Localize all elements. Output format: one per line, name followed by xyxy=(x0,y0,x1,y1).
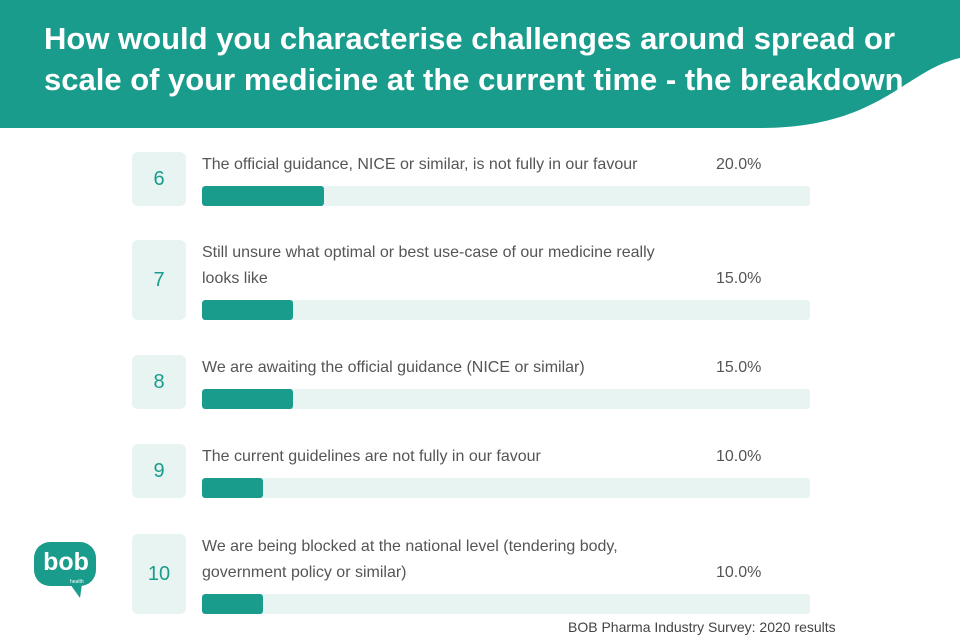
rank-number: 8 xyxy=(153,370,165,393)
value-label: 20.0% xyxy=(716,156,762,173)
bar xyxy=(202,389,294,409)
value-label: 15.0% xyxy=(716,270,762,287)
header-background xyxy=(0,0,960,128)
category-label: We are awaiting the official guidance (N… xyxy=(202,359,585,376)
category-label: The official guidance, NICE or similar, … xyxy=(202,156,638,173)
source-note: BOB Pharma Industry Survey: 2020 results xyxy=(568,619,836,635)
page-title: How would you characterise challenges ar… xyxy=(44,21,904,97)
rank-badge: 9 xyxy=(132,444,186,498)
logo-text: bob xyxy=(43,548,89,576)
bar xyxy=(202,186,324,206)
category-label: Still unsure what optimal or best use-ca… xyxy=(202,244,655,287)
bar-track xyxy=(202,594,810,614)
bar-track xyxy=(202,478,810,498)
rank-number: 6 xyxy=(153,167,165,190)
bar xyxy=(202,300,294,320)
rank-number: 9 xyxy=(153,459,165,482)
bar-track xyxy=(202,186,810,206)
value-label: 15.0% xyxy=(716,359,762,376)
logo-subtext: health xyxy=(70,579,84,585)
value-label: 10.0% xyxy=(716,448,762,465)
rank-badge: 8 xyxy=(132,355,186,409)
category-label: The current guidelines are not fully in … xyxy=(202,448,541,465)
rank-badge: 6 xyxy=(132,152,186,206)
rank-badge: 10 xyxy=(132,534,186,614)
bar-track xyxy=(202,300,810,320)
rank-number: 7 xyxy=(153,268,165,291)
bar-track xyxy=(202,389,810,409)
category-label: We are being blocked at the national lev… xyxy=(202,538,618,581)
bar xyxy=(202,478,263,498)
value-label: 10.0% xyxy=(716,564,762,581)
bar xyxy=(202,594,263,614)
rank-badge: 7 xyxy=(132,240,186,320)
rank-number: 10 xyxy=(147,562,171,585)
bob-logo xyxy=(34,542,96,598)
